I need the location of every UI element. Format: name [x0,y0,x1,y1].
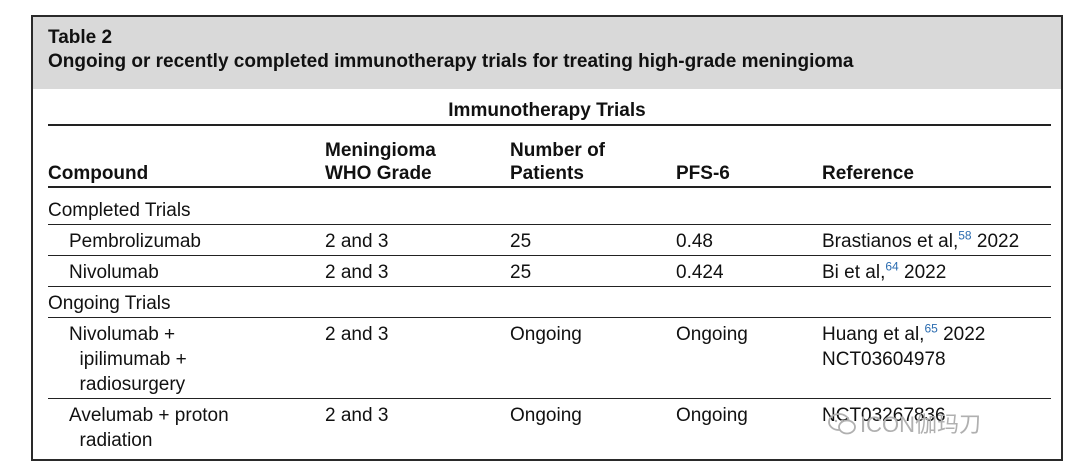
row-rule [48,224,1051,225]
row-2-ref-citation[interactable]: 65 [924,321,938,336]
section-rule [48,124,1051,126]
row-1-pfs: 0.424 [676,262,724,283]
row-rule [48,398,1051,399]
row-1-ref-year: 2022 [898,262,947,283]
group-completed: Completed Trials [48,200,191,221]
row-2-compound-line-2: ipilimumab + [69,349,187,370]
watermark: ICON伽玛刀 [820,400,1060,450]
watermark-text: ICON伽玛刀 [860,412,982,437]
row-0-ref-year: 2022 [971,231,1020,252]
header-rule [48,186,1051,188]
row-0-patients: 25 [510,231,532,252]
row-2-ref-author: Huang et al, [822,324,925,345]
group-ongoing: Ongoing Trials [48,293,171,314]
row-rule [48,317,1051,318]
row-2-patients: Ongoing [510,324,582,345]
row-3-compound-line-2: radiation [69,430,153,451]
header-grade-2: WHO Grade [325,163,432,184]
row-1-ref-author: Bi et al, [822,262,886,283]
row-rule [48,286,1051,287]
header-grade-1: Meningioma [325,140,436,161]
row-0-reference: Brastianos et al,58 2022 [822,230,1019,254]
row-2-pfs: Ongoing [676,324,748,345]
row-3-reference: NCT03267836 [822,405,946,426]
row-0-ref-author: Brastianos et al, [822,231,959,252]
section-title: Immunotherapy Trials [448,100,646,121]
row-0-pfs: 0.48 [676,231,713,252]
row-2-grade: 2 and 3 [325,324,389,345]
wechat-icon [828,413,856,435]
row-0-compound: Pembrolizumab [69,231,201,252]
row-2-compound-line-1: Nivolumab + [69,324,176,345]
table-label: Table 2 [48,27,113,48]
row-0-ref-citation[interactable]: 58 [958,228,972,243]
table-title: Ongoing or recently completed immunother… [48,51,854,72]
row-1-compound: Nivolumab [69,262,159,283]
header-pfs: PFS-6 [676,163,730,184]
row-1-grade: 2 and 3 [325,262,389,283]
row-3-patients: Ongoing [510,405,582,426]
row-3-pfs: Ongoing [676,405,748,426]
row-3-compound-line-1: Avelumab + proton [69,405,229,426]
row-2-reference-nct: NCT03604978 [822,349,946,370]
row-2-reference: Huang et al,65 2022 [822,323,985,347]
row-1-patients: 25 [510,262,532,283]
table-caption: Table 2 Ongoing or recently completed im… [33,17,1061,89]
header-compound: Compound [48,163,149,184]
row-1-ref-citation[interactable]: 64 [885,259,899,274]
row-0-grade: 2 and 3 [325,231,389,252]
header-patients-1: Number of [510,140,605,161]
header-patients-2: Patients [510,163,584,184]
row-1-reference: Bi et al,64 2022 [822,261,946,285]
header-reference: Reference [822,163,914,184]
row-2-ref-year: 2022 [937,324,986,345]
table-frame: Table 2 Ongoing or recently completed im… [31,15,1063,461]
row-2-compound-line-3: radiosurgery [69,374,186,395]
row-rule [48,255,1051,256]
row-3-grade: 2 and 3 [325,405,389,426]
